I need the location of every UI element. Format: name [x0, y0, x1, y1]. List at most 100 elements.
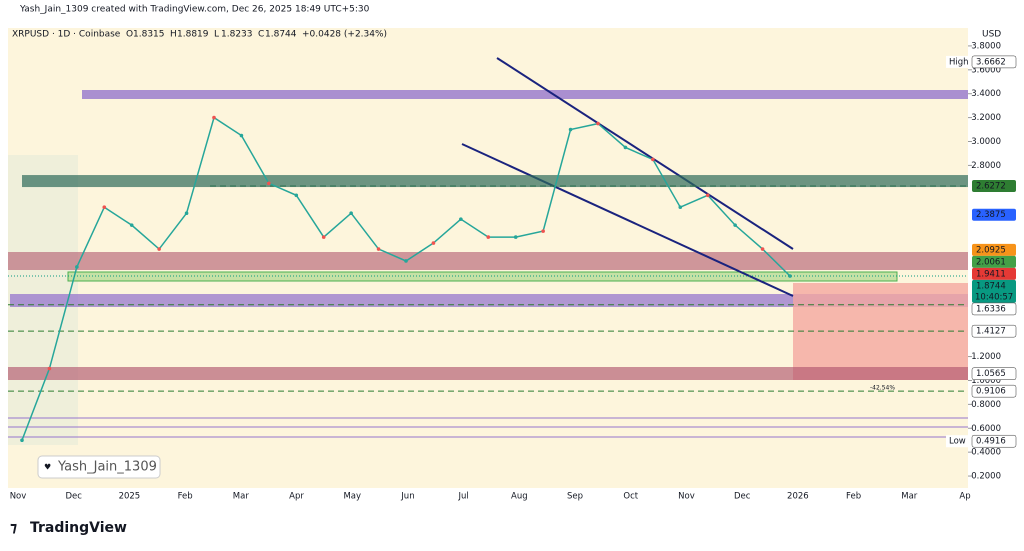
y-tick-label: 3.4000 [971, 89, 1001, 99]
price-point [733, 223, 737, 227]
price-label-box [971, 434, 1017, 448]
price-point [349, 211, 353, 215]
x-tick-label: Nov [678, 492, 695, 502]
resistance-zone [82, 90, 968, 99]
quote-key: O [126, 30, 133, 40]
tag-box [946, 435, 970, 448]
price-label: 1.6336 [976, 304, 1006, 314]
watermark-heart: ♥ [44, 463, 51, 472]
price-point [459, 217, 463, 221]
author-line: Yash_Jain_1309 created with TradingView.… [19, 5, 370, 15]
demand-zone [8, 367, 968, 380]
price-point [294, 193, 299, 198]
price-label: 2.3875 [976, 210, 1006, 220]
price-point [102, 205, 107, 210]
x-tick-label: Mar [233, 492, 250, 502]
price-point [568, 127, 573, 132]
price-point [129, 223, 134, 227]
price-point [321, 235, 326, 239]
price-point [541, 229, 545, 233]
quote-value: 1.8819 [177, 30, 209, 40]
price-point [788, 274, 792, 278]
x-tick-label: Feb [846, 492, 861, 502]
price-point [47, 366, 52, 371]
price-point [431, 241, 436, 245]
x-tick-label: Dec [65, 492, 82, 502]
quote-key: L [214, 30, 219, 40]
price-point [157, 247, 161, 251]
y-tick-label: 0.4000 [971, 448, 1001, 458]
price-point [239, 133, 244, 138]
quote-value: 1.8744 [265, 30, 297, 40]
logo: ⁊ [10, 520, 17, 536]
y-tick-label: 3.8000 [971, 41, 1001, 51]
support-box [67, 271, 898, 282]
y-tick-label: 1.2000 [971, 352, 1001, 362]
currency: USD [982, 30, 1001, 40]
price-point [267, 181, 271, 186]
x-tick-label: Aug [511, 492, 528, 502]
x-tick-label: Dec [734, 492, 751, 502]
price-point [705, 193, 710, 198]
price-label-box [972, 180, 1016, 193]
price-label: 0.4916 [976, 437, 1006, 447]
price-label-box [971, 384, 1017, 398]
countdown: 10:40:57 [975, 292, 1013, 302]
price-label-box [971, 55, 1017, 69]
target-annotation: -42.54% [870, 385, 895, 392]
x-tick-label: Ap [959, 492, 970, 502]
price-label-box [972, 279, 1016, 303]
channel-lower [461, 143, 794, 297]
price-point [596, 121, 600, 126]
price-label: 2.0061 [976, 257, 1006, 267]
x-tick-label: May [343, 492, 361, 502]
price-point [651, 157, 655, 162]
price-label: 3.6662 [976, 57, 1006, 67]
price-label: 2.6272 [976, 182, 1006, 192]
x-tick-label: Nov [10, 492, 27, 502]
symbol: XRPUSD · 1D · Coinbase [12, 30, 121, 40]
price-point [678, 205, 683, 210]
y-tick-label: 0.8000 [971, 400, 1001, 410]
watermark-box [37, 455, 161, 479]
level-band [22, 175, 968, 188]
y-tick-label: 0.6000 [971, 424, 1001, 434]
watermark: Yash_Jain_1309 [57, 460, 157, 475]
x-tick-label: Sep [567, 492, 583, 502]
price-tag: High [949, 57, 969, 67]
price-label: 1.8744 [976, 281, 1006, 291]
y-tick-label: 2.8000 [971, 161, 1001, 171]
quote-value: 1.8315 [133, 30, 165, 40]
price-label-box [972, 208, 1016, 221]
supply-zone [8, 252, 968, 270]
price-label-box [972, 267, 1016, 280]
y-tick-label: 0.2000 [971, 472, 1001, 482]
price-point [486, 235, 491, 239]
x-tick-label: Oct [623, 492, 638, 502]
price-point [184, 211, 189, 215]
tag-box [946, 55, 970, 68]
price-label: 2.0925 [976, 245, 1006, 255]
logo: TradingView [30, 520, 127, 536]
support-zone [10, 294, 968, 307]
x-tick-label: Apr [289, 492, 304, 502]
price-tag: Low [949, 437, 966, 447]
channel-upper [496, 57, 794, 250]
y-tick-label: 1.0000 [971, 376, 1001, 386]
quote-key: C [258, 30, 264, 40]
price-point [20, 438, 24, 443]
x-tick-label: Jul [458, 492, 469, 502]
quote-value: 1.8233 [221, 30, 253, 40]
price-label-box [972, 243, 1016, 256]
price-point [212, 115, 216, 120]
price-label-box [972, 255, 1016, 268]
price-point [513, 235, 518, 239]
y-tick-label: 3.6000 [971, 65, 1001, 75]
price-label: 1.0565 [976, 369, 1006, 379]
quote-change: +0.0428 (+2.34%) [302, 30, 387, 40]
price-label: 0.9106 [976, 387, 1006, 397]
y-tick-label: 3.2000 [971, 113, 1001, 123]
x-tick-label: 2026 [787, 492, 809, 502]
price-point [376, 247, 381, 251]
